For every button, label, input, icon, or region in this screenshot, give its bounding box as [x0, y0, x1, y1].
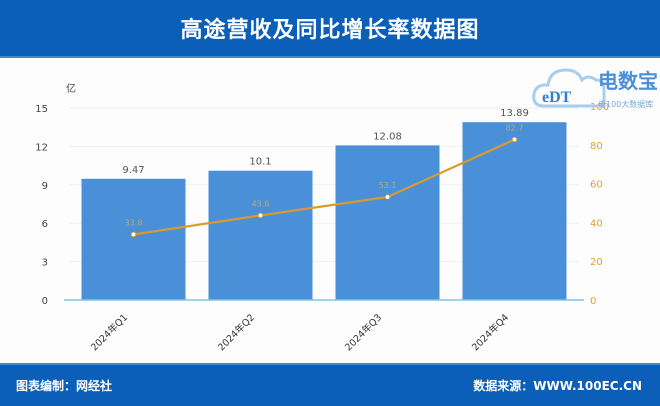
line-point: [130, 231, 137, 238]
y-tick: 0: [42, 296, 48, 307]
bar: [335, 145, 440, 300]
footer-bar: 图表编制：网经社 数据来源：WWW.100EC.CN: [0, 363, 660, 406]
watermark-logo: eDT 电数宝 电100大数据库: [530, 58, 660, 116]
line-value-label: 33.8: [125, 218, 143, 227]
svg-text:eDT: eDT: [542, 89, 572, 106]
chart-title: 高途营收及同比增长率数据图: [180, 18, 480, 43]
y-tick: 3: [42, 258, 48, 269]
svg-text:电数宝: 电数宝: [598, 69, 658, 93]
y-tick: 9: [42, 181, 48, 192]
bar: [462, 122, 567, 300]
bar: [208, 170, 313, 300]
y2-tick: 80: [590, 141, 603, 152]
footer-source: 数据来源：WWW.100EC.CN: [473, 379, 642, 393]
y2-tick: 20: [590, 257, 603, 268]
line-point: [384, 194, 391, 200]
bar-value-label: 13.89: [500, 108, 529, 119]
title-bar: 高途营收及同比增长率数据图: [0, 0, 660, 58]
bar: [81, 178, 186, 300]
chart-area: 亿 0 3 6 9 12 15 0 20 40 60 80 100 9.47 2024年Q1 10.1 2024…: [0, 58, 660, 363]
line-value-label: 53.1: [379, 181, 397, 190]
y2-tick: 60: [590, 180, 603, 191]
bar-value-label: 12.08: [373, 131, 402, 142]
line-point: [257, 212, 264, 219]
x-tick: 2024年Q1: [88, 312, 130, 354]
y-tick: 12: [35, 142, 48, 153]
x-tick: 2024年Q2: [215, 312, 257, 354]
footer-credit: 图表编制：网经社: [16, 379, 113, 393]
x-tick: 2024年Q4: [469, 312, 511, 354]
line-value-label: 82.7: [506, 124, 524, 133]
growth-line: [133, 138, 515, 236]
line-point: [511, 136, 518, 143]
bar-value-label: 9.47: [122, 165, 144, 176]
y-tick: 6: [42, 219, 48, 230]
y-tick: 15: [35, 104, 48, 115]
y2-tick: 0: [590, 296, 596, 307]
combo-chart: 亿036912150204060801009.472024年Q110.12024…: [35, 82, 609, 354]
line-value-label: 43.6: [252, 199, 270, 208]
svg-text:电100大数据库: 电100大数据库: [598, 99, 653, 109]
y2-tick: 40: [590, 218, 603, 229]
y-axis-unit: 亿: [66, 82, 76, 95]
x-tick: 2024年Q3: [342, 312, 384, 354]
cloud-logo-icon: eDT 电数宝 电100大数据库: [532, 68, 658, 109]
bar-value-label: 10.1: [249, 157, 271, 168]
